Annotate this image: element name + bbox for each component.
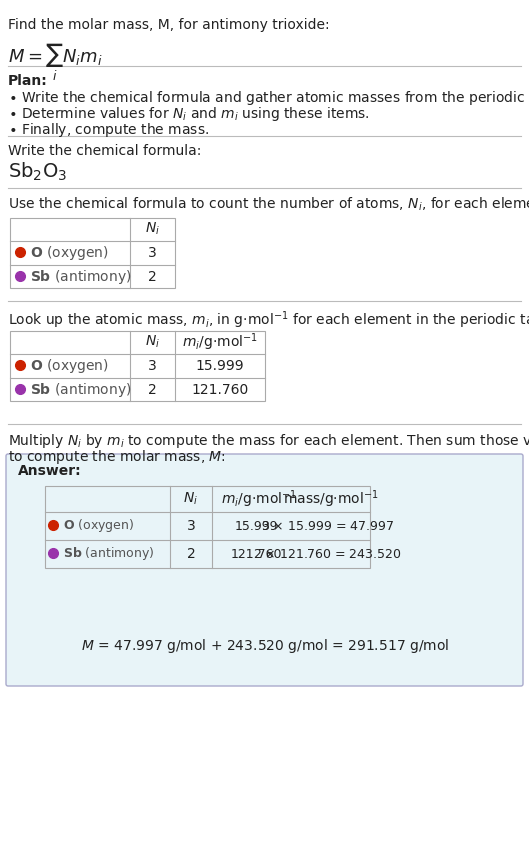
Text: $\bf{O}$ (oxygen): $\bf{O}$ (oxygen) xyxy=(63,518,134,534)
Text: 3: 3 xyxy=(187,519,195,533)
Text: Plan:: Plan: xyxy=(8,74,48,88)
Bar xyxy=(10,218,175,288)
Text: Multiply $N_i$ by $m_i$ to compute the mass for each element. Then sum those val: Multiply $N_i$ by $m_i$ to compute the m… xyxy=(8,432,529,450)
Text: Write the chemical formula:: Write the chemical formula: xyxy=(8,144,202,158)
Text: $N_i$: $N_i$ xyxy=(145,334,160,350)
Text: $\mathrm{Sb_2O_3}$: $\mathrm{Sb_2O_3}$ xyxy=(8,161,67,183)
Text: 15.999: 15.999 xyxy=(196,359,244,373)
Text: $\bf{O}$ (oxygen): $\bf{O}$ (oxygen) xyxy=(30,244,109,262)
Text: $m_i$/g$\cdot$mol$^{-1}$: $m_i$/g$\cdot$mol$^{-1}$ xyxy=(182,331,258,353)
Text: 3 $\times$ 15.999 = 47.997: 3 $\times$ 15.999 = 47.997 xyxy=(261,520,394,532)
Text: 2: 2 xyxy=(148,270,157,284)
Bar xyxy=(10,331,265,401)
Text: Look up the atomic mass, $m_i$, in g$\cdot$mol$^{-1}$ for each element in the pe: Look up the atomic mass, $m_i$, in g$\cd… xyxy=(8,309,529,330)
Bar xyxy=(45,486,370,568)
Text: $M = \sum_i N_i m_i$: $M = \sum_i N_i m_i$ xyxy=(8,42,103,83)
Text: 2: 2 xyxy=(148,383,157,397)
Text: 2: 2 xyxy=(187,547,195,561)
Text: Use the chemical formula to count the number of atoms, $N_i$, for each element:: Use the chemical formula to count the nu… xyxy=(8,196,529,213)
Text: $\bf{Sb}$ (antimony): $\bf{Sb}$ (antimony) xyxy=(30,381,132,399)
Text: Answer:: Answer: xyxy=(18,464,81,478)
Text: $\bullet$ Determine values for $N_i$ and $m_i$ using these items.: $\bullet$ Determine values for $N_i$ and… xyxy=(8,105,370,123)
Text: $\bullet$ Finally, compute the mass.: $\bullet$ Finally, compute the mass. xyxy=(8,121,209,139)
Text: 121.760: 121.760 xyxy=(191,383,249,397)
Text: $M$ = 47.997 g/mol + 243.520 g/mol = 291.517 g/mol: $M$ = 47.997 g/mol + 243.520 g/mol = 291… xyxy=(81,637,449,655)
Text: $\bf{Sb}$ (antimony): $\bf{Sb}$ (antimony) xyxy=(30,268,132,286)
Text: 3: 3 xyxy=(148,359,157,373)
Text: $m_i$/g$\cdot$mol$^{-1}$: $m_i$/g$\cdot$mol$^{-1}$ xyxy=(222,488,297,510)
Text: to compute the molar mass, $M$:: to compute the molar mass, $M$: xyxy=(8,448,226,466)
FancyBboxPatch shape xyxy=(6,454,523,686)
Text: mass/g$\cdot$mol$^{-1}$: mass/g$\cdot$mol$^{-1}$ xyxy=(282,488,378,510)
Text: Find the molar mass, M, for antimony trioxide:: Find the molar mass, M, for antimony tri… xyxy=(8,18,330,32)
Text: $N_i$: $N_i$ xyxy=(184,490,198,508)
Text: $\bf{Sb}$ (antimony): $\bf{Sb}$ (antimony) xyxy=(63,545,154,562)
Text: $N_i$: $N_i$ xyxy=(145,221,160,237)
Text: 121.760: 121.760 xyxy=(231,548,282,561)
Text: 15.999: 15.999 xyxy=(234,520,278,532)
Text: $\bullet$ Write the chemical formula and gather atomic masses from the periodic : $\bullet$ Write the chemical formula and… xyxy=(8,89,529,107)
Text: 3: 3 xyxy=(148,246,157,260)
Text: $\bf{O}$ (oxygen): $\bf{O}$ (oxygen) xyxy=(30,357,109,375)
Text: 2 $\times$ 121.760 = 243.520: 2 $\times$ 121.760 = 243.520 xyxy=(253,548,402,561)
